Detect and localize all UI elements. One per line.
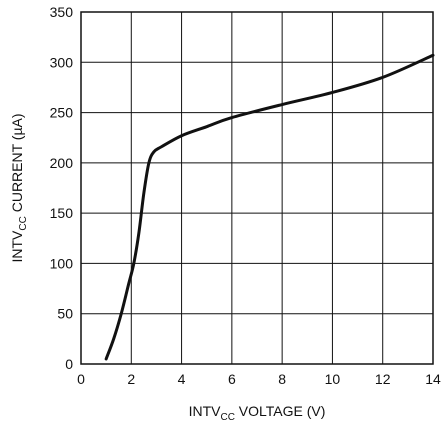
y-tick-label: 100 (50, 255, 74, 271)
tick-labels: 0 2 4 6 8 10 12 14 0 50 100 150 200 250 300 350 (50, 4, 441, 387)
y-tick-label: 350 (50, 4, 74, 20)
x-tick-label: 12 (375, 371, 391, 387)
y-tick-label: 250 (50, 105, 74, 121)
x-tick-label: 10 (325, 371, 341, 387)
series-layer (104, 53, 435, 361)
y-tick-label: 300 (50, 54, 74, 70)
x-tick-label: 0 (77, 371, 85, 387)
x-axis-label: INTVCC VOLTAGE (V) (189, 403, 326, 423)
plot-frame (80, 11, 434, 365)
x-tick-label: 2 (127, 371, 135, 387)
x-tick-label: 4 (178, 371, 186, 387)
x-tick-label: 6 (228, 371, 236, 387)
x-tick-label: 8 (278, 371, 286, 387)
series-line (104, 53, 435, 361)
x-tick-label: 14 (425, 371, 441, 387)
y-axis-label: INTVCC CURRENT (µA) (9, 113, 29, 262)
y-tick-label: 200 (50, 155, 74, 171)
y-tick-label: 150 (50, 205, 74, 221)
grid (81, 12, 433, 364)
y-tick-label: 0 (65, 356, 73, 372)
y-tick-label: 50 (57, 306, 73, 322)
